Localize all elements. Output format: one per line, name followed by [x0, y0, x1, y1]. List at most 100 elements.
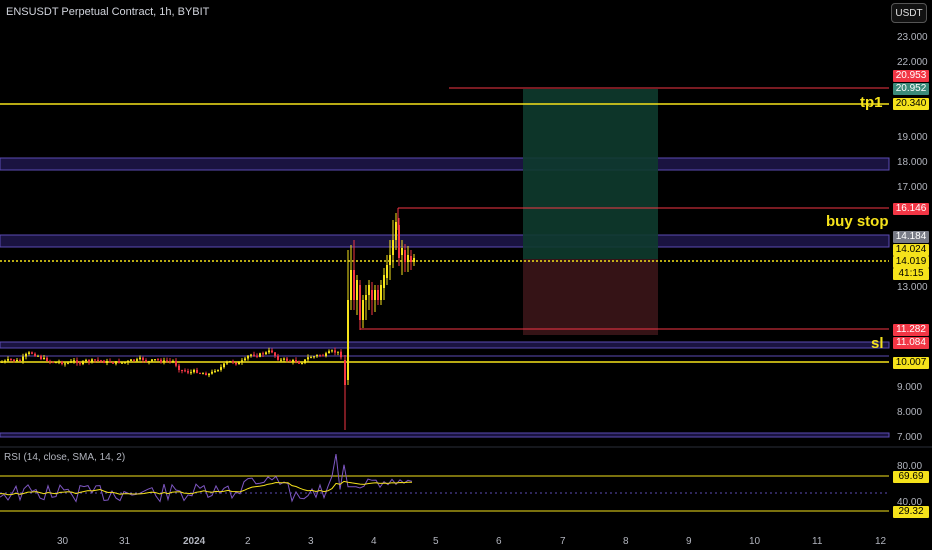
candle-body — [344, 360, 346, 385]
candle-body — [121, 362, 123, 364]
candle-body — [413, 258, 415, 262]
candle-body — [244, 358, 246, 361]
price-label-sl: 11.282 — [893, 324, 929, 336]
candle-body — [389, 255, 391, 265]
zone-7 — [0, 432, 890, 438]
time-tick: 4 — [371, 536, 377, 547]
candle-body — [274, 352, 276, 356]
profit-zone[interactable] — [523, 89, 658, 259]
price-label-tp1: 20.340 — [893, 98, 929, 110]
candle-body — [112, 362, 114, 364]
price-label-target-red: 20.953 — [893, 70, 929, 82]
candle-body — [289, 360, 291, 362]
candle-body — [61, 361, 63, 365]
candle-body — [208, 373, 210, 376]
candle-body — [151, 359, 153, 362]
candle-body — [277, 355, 279, 360]
candle-body — [262, 353, 264, 355]
candle-body — [163, 360, 165, 363]
loss-zone[interactable] — [523, 259, 658, 335]
candle-body — [328, 351, 330, 354]
candle-body — [10, 358, 12, 360]
candle-body — [127, 360, 129, 363]
candle-body — [247, 355, 249, 359]
candle-body — [362, 300, 364, 320]
price-label-14024: 14.024 — [893, 244, 929, 256]
time-tick: 2024 — [183, 536, 206, 547]
candle-body — [169, 360, 171, 362]
candle-body — [310, 357, 312, 359]
candle-body — [404, 250, 406, 262]
candle-body — [265, 352, 267, 355]
candle-body — [365, 295, 367, 300]
time-tick: 2 — [245, 536, 251, 547]
time-tick: 30 — [57, 536, 69, 547]
candle-body — [374, 290, 376, 300]
sl-annotation[interactable]: sl — [871, 335, 884, 352]
time-tick: 10 — [749, 536, 761, 547]
candle-body — [250, 354, 252, 356]
candle-body — [386, 265, 388, 278]
candle-body — [16, 359, 18, 361]
candle-body — [280, 359, 282, 361]
candle-body — [319, 354, 321, 356]
price-tick: 22.000 — [897, 57, 928, 68]
price-label-buy-stop: 16.146 — [893, 203, 929, 215]
candle-body — [82, 361, 84, 365]
rsi-value-label: 69.69 — [893, 471, 929, 483]
zone-18 — [0, 157, 890, 171]
price-tick: 18.000 — [897, 157, 928, 168]
candle-body — [175, 360, 177, 366]
time-tick: 31 — [119, 536, 131, 547]
price-tick: 17.000 — [897, 182, 928, 193]
candle-body — [238, 362, 240, 365]
price-tick: 8.000 — [897, 407, 923, 418]
zone-14 — [0, 234, 890, 248]
candle-body — [34, 353, 36, 357]
time-tick: 5 — [433, 536, 439, 547]
candle-body — [205, 373, 207, 376]
candles — [1, 213, 415, 430]
candle-body — [4, 360, 6, 362]
candle-body — [130, 359, 132, 361]
candle-body — [259, 353, 261, 357]
candle-body — [46, 357, 48, 361]
candle-body — [356, 280, 358, 300]
chart-title: ENSUSDT Perpetual Contract, 1h, BYBIT — [6, 6, 210, 18]
candle-body — [298, 361, 300, 364]
candle-body — [301, 363, 303, 365]
candle-body — [395, 222, 397, 240]
candle-body — [283, 358, 285, 360]
candle-body — [70, 361, 72, 363]
candle-body — [322, 355, 324, 357]
price-tick: 7.000 — [897, 432, 923, 443]
candle-body — [407, 255, 409, 262]
candle-body — [199, 372, 201, 374]
candle-body — [142, 357, 144, 361]
candle-body — [410, 256, 412, 262]
candle-body — [31, 352, 33, 354]
candle-body — [334, 350, 336, 353]
candle-body — [226, 361, 228, 364]
candle-body — [133, 359, 135, 361]
candle-body — [37, 355, 39, 357]
candle-body — [235, 362, 237, 365]
candle-body — [398, 225, 400, 258]
time-tick: 9 — [686, 536, 692, 547]
currency-button[interactable]: USDT — [891, 3, 927, 23]
candle-body — [85, 359, 87, 362]
candle-body — [91, 359, 93, 362]
price-label-target-green: 20.952 — [893, 83, 929, 95]
rsi-title[interactable]: RSI (14, close, SMA, 14, 2) — [4, 452, 126, 463]
candle-body — [217, 369, 219, 371]
time-tick: 6 — [496, 536, 502, 547]
candle-body — [202, 373, 204, 375]
candle-body — [313, 356, 315, 358]
candle-body — [49, 360, 51, 362]
buy-stop-annotation[interactable]: buy stop — [826, 213, 889, 230]
time-tick: 3 — [308, 536, 314, 547]
tp1-annotation[interactable]: tp1 — [860, 94, 883, 111]
candle-body — [359, 285, 361, 320]
rsi-ma-line — [0, 480, 413, 496]
